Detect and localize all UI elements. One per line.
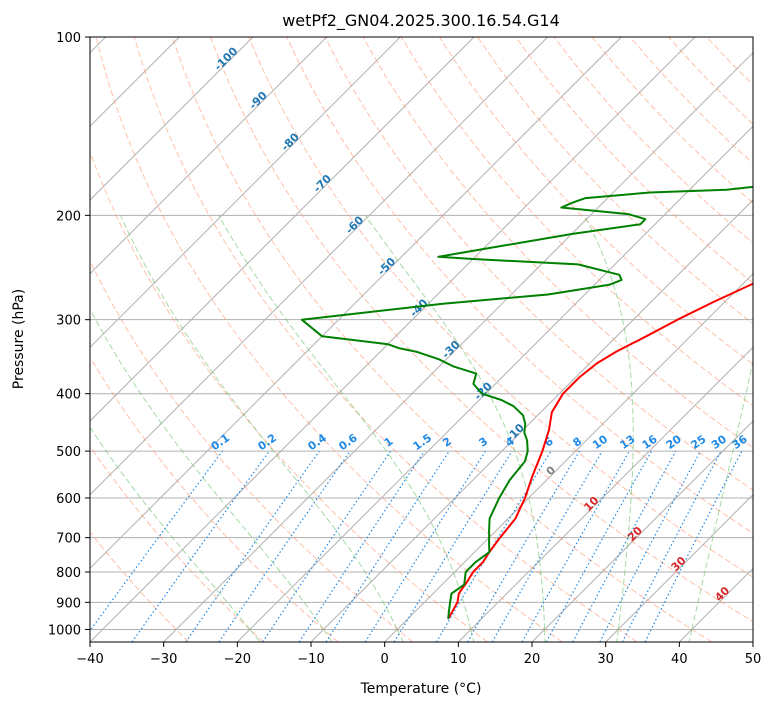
dry-adiabat: [90, 445, 264, 642]
x-axis-title: Temperature (°C): [360, 681, 482, 697]
isotherm-line: [163, 51, 753, 642]
isotherm-line: [90, 37, 254, 201]
x-tick-label: 50: [745, 652, 762, 667]
x-tick-label: 20: [524, 652, 541, 667]
y-tick-label: 600: [56, 492, 81, 507]
isotherm-line: [90, 37, 622, 570]
dry-adiabats: [90, 37, 753, 642]
mixing-ratio-line: [393, 450, 513, 642]
mixing-ratio-line: [545, 450, 653, 642]
moist-adiabat: [90, 308, 324, 630]
x-tick-label: 0: [381, 652, 389, 667]
isotherm-line: [90, 37, 475, 422]
y-tick-label: 300: [56, 314, 81, 329]
plot-frame: [89, 36, 754, 643]
mixing-ratio-line: [325, 450, 450, 642]
dry-adiabat: [90, 150, 488, 642]
x-tick-label: 30: [597, 652, 614, 667]
x-tick-label: −30: [150, 652, 177, 667]
moist-adiabat: [249, 629, 261, 642]
isotherm-line: [605, 493, 753, 642]
moist-adiabat: [90, 426, 251, 630]
x-axis: −40 −30 −20 −10 0 10 20 30 40 50: [76, 642, 761, 667]
x-tick-label: −10: [297, 652, 324, 667]
dewpoint-profile: [300, 185, 753, 619]
dry-adiabat: [133, 37, 638, 642]
isotherm-line: [90, 37, 328, 275]
moist-adiabat: [323, 629, 333, 642]
x-tick-label: −40: [76, 652, 103, 667]
x-tick-label: 10: [450, 652, 467, 667]
y-tick-label: 500: [56, 445, 81, 460]
mixing-ratio-line: [298, 450, 425, 642]
isotherm-line: [236, 125, 753, 642]
y-tick-label: 700: [56, 532, 81, 547]
dry-adiabat: [90, 259, 414, 642]
mixing-ratio-lines: [90, 450, 743, 642]
x-tick-label: −20: [224, 652, 251, 667]
mixing-ratio-line: [185, 450, 320, 642]
dry-adiabat: [515, 37, 753, 284]
dry-adiabat: [95, 37, 563, 642]
moist-adiabat: [691, 358, 753, 630]
y-tick-label: 1000: [48, 623, 81, 638]
mixing-ratio-line: [90, 450, 223, 632]
mixing-ratio-line: [572, 450, 677, 642]
isotherm-line: [90, 37, 401, 349]
x-tick-label: 40: [671, 652, 688, 667]
y-tick-label: 200: [56, 209, 81, 224]
skewed-isotherms: [90, 37, 753, 642]
mixing-ratio-line: [521, 450, 631, 642]
isotherm-line: [457, 346, 753, 642]
dry-adiabat: [210, 37, 753, 623]
mixing-ratio-line: [218, 450, 351, 642]
dry-adiabat: [438, 37, 753, 366]
moist-adiabat: [688, 629, 693, 642]
isotherm-line: [90, 37, 549, 496]
pressure-gridlines: [90, 37, 753, 630]
chart-title: wetPf2_GN04.2025.300.16.54.G14: [282, 11, 560, 31]
moist-adiabat: [120, 215, 398, 630]
moist-adiabat: [396, 629, 404, 642]
dry-adiabat: [90, 356, 339, 642]
y-axis: 100 200 300 400 500 600 700 800 900 1000: [48, 31, 90, 638]
dry-adiabat: [248, 37, 753, 578]
isotherm-line: [90, 37, 696, 642]
sounding-series: [300, 185, 753, 620]
isotherm-line: [384, 272, 753, 642]
y-tick-label: 100: [56, 31, 81, 46]
mixing-ratio-line: [644, 450, 743, 642]
moist-adiabat: [470, 629, 475, 642]
mixing-ratio-line: [262, 450, 392, 642]
dry-adiabat: [171, 37, 712, 642]
y-tick-label: 800: [56, 566, 81, 581]
moist-adiabat: [616, 629, 619, 642]
y-tick-label: 900: [56, 596, 81, 611]
y-tick-label: 400: [56, 388, 81, 403]
dry-adiabat: [90, 531, 190, 642]
dry-adiabat: [286, 37, 753, 534]
mixing-ratio-line: [131, 450, 270, 642]
dry-adiabat: [400, 37, 753, 407]
moist-adiabat: [364, 215, 546, 630]
isotherm-line: [531, 420, 753, 642]
y-axis-title: Pressure (hPa): [11, 289, 27, 389]
